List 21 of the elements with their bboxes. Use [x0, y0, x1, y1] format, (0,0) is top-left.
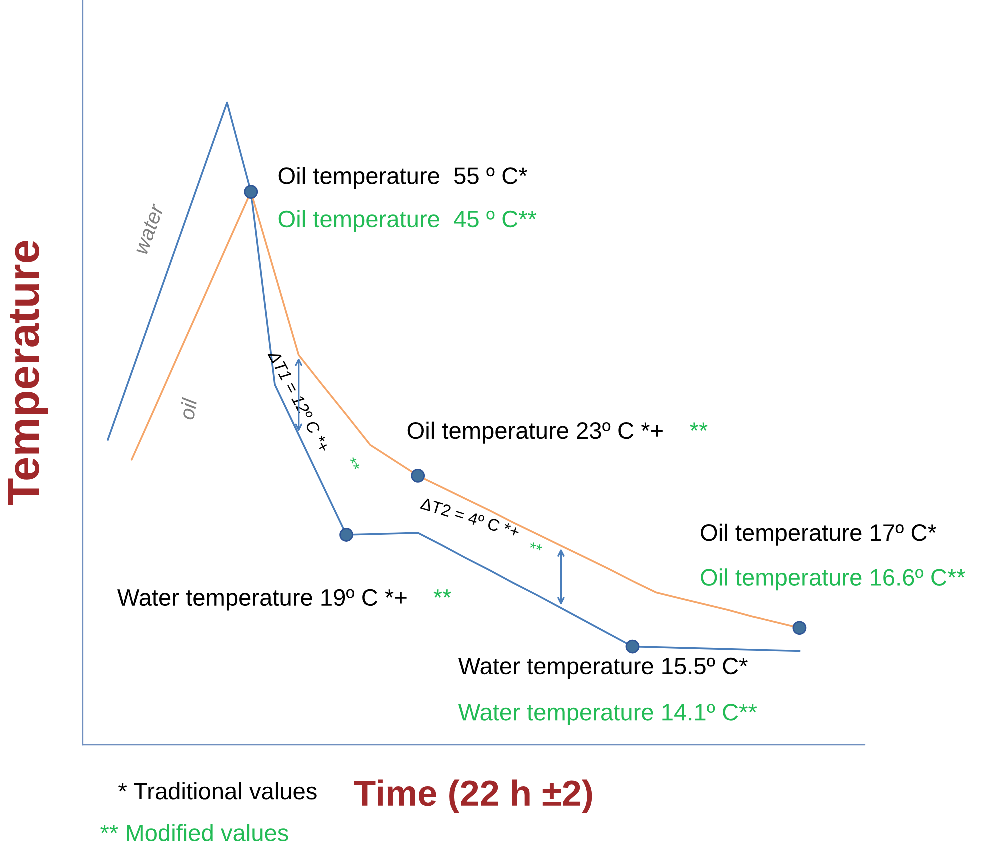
text: * Traditional values — [118, 782, 317, 800]
annotation: ΔT2 = 4º C *+ — [420, 497, 520, 538]
y-axis-title: Temperature — [8, 241, 48, 505]
annotation: ** — [350, 456, 361, 470]
annotation: Oil temperature 16.6º C** — [701, 568, 966, 591]
text: ** Modified values — [100, 824, 288, 842]
annotation: oil — [178, 397, 198, 420]
annotation: Water temperature 15.5º C* — [458, 658, 748, 680]
annotation: ** — [690, 422, 708, 432]
annotation: ** — [434, 590, 452, 598]
point — [626, 640, 640, 654]
annotation: ** — [529, 542, 544, 552]
annotation: Oil temperature 45 º C** — [278, 210, 537, 232]
point — [340, 528, 354, 542]
annotation: Oil temperature 23º C *+ — [408, 422, 663, 444]
annotation: water — [134, 202, 164, 256]
x-axis-title: Time (22 h ±2) — [354, 780, 592, 814]
annotation: Oil temperature 17º C* — [701, 524, 937, 546]
annotation: Water temperature 19º C *+ — [118, 589, 407, 611]
annotation: Oil temperature 55 º C* — [278, 167, 528, 190]
annotation: Water temperature 14.1º C** — [458, 704, 758, 726]
